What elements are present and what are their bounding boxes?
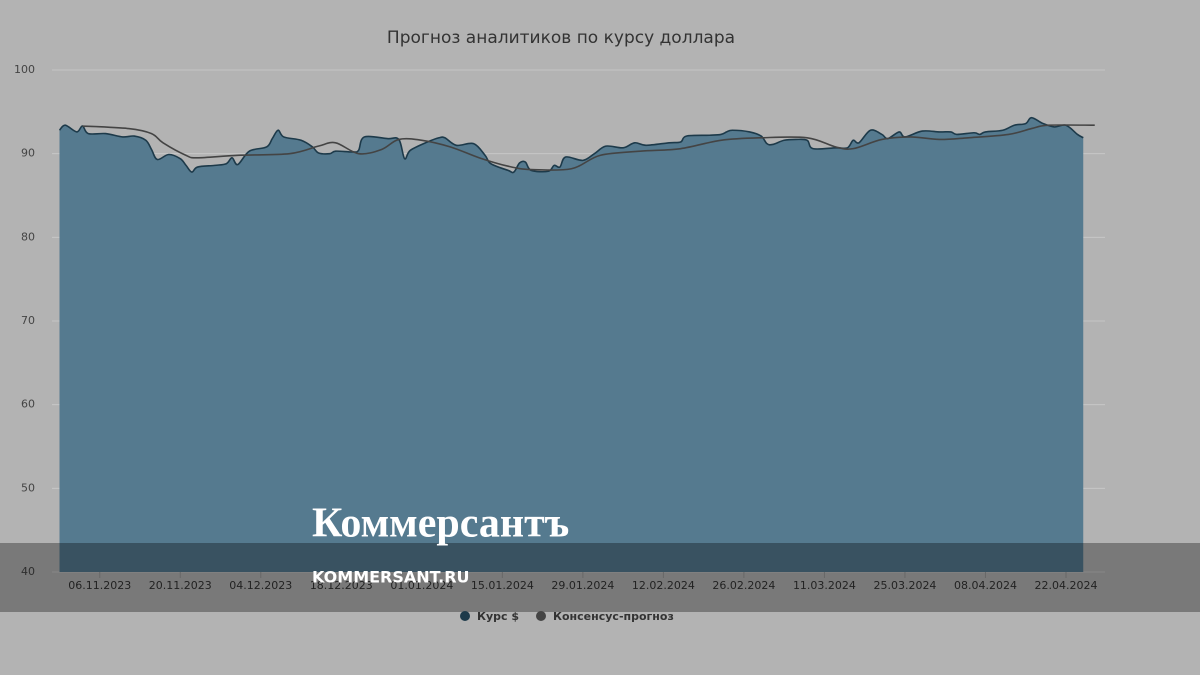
y-tick-label: 50 (21, 481, 35, 494)
x-tick-label: 06.11.2023 (68, 579, 131, 592)
x-tick-label: 01.01.2024 (390, 579, 453, 592)
watermark-band (0, 543, 1200, 612)
y-tick-label: 70 (21, 314, 35, 327)
legend: Курс $ Консенсус-прогноз (460, 610, 674, 623)
x-tick-label: 04.12.2023 (229, 579, 292, 592)
y-tick-label: 100 (14, 63, 35, 76)
y-tick-label: 40 (21, 565, 35, 578)
y-tick-label: 60 (21, 398, 35, 411)
line (82, 124, 1095, 171)
chart-title: Прогноз аналитиков по курсу доллара (387, 28, 735, 48)
x-tick-label: 22.04.2024 (1034, 579, 1097, 592)
legend-label[interactable]: Курс $ (477, 610, 519, 623)
x-tick-label: 11.03.2024 (793, 579, 856, 592)
legend-label[interactable]: Консенсус-прогноз (553, 610, 674, 623)
area-line (58, 116, 1084, 174)
area-fill (59, 117, 1084, 572)
x-tick-label: 15.01.2024 (471, 579, 534, 592)
x-tick-label: 18.12.2023 (310, 579, 373, 592)
x-tick-label: 25.03.2024 (873, 579, 936, 592)
watermark-site: KOMMERSANT.RU (312, 568, 470, 587)
legend-marker[interactable] (460, 611, 470, 621)
legend-marker[interactable] (536, 611, 546, 621)
x-tick-label: 29.01.2024 (551, 579, 614, 592)
plot: 40 50 60 70 80 90 100 06.11.2023 20.11.2023 04.12… (14, 63, 1105, 592)
watermark-logo: Коммерсантъ (312, 501, 569, 547)
y-tick-label: 80 (21, 230, 35, 243)
x-tick-label: 12.02.2024 (632, 579, 695, 592)
y-tick-label: 90 (21, 147, 35, 160)
x-tick-label: 08.04.2024 (954, 579, 1017, 592)
x-tick-label: 20.11.2023 (149, 579, 212, 592)
x-tick-label: 26.02.2024 (712, 579, 775, 592)
